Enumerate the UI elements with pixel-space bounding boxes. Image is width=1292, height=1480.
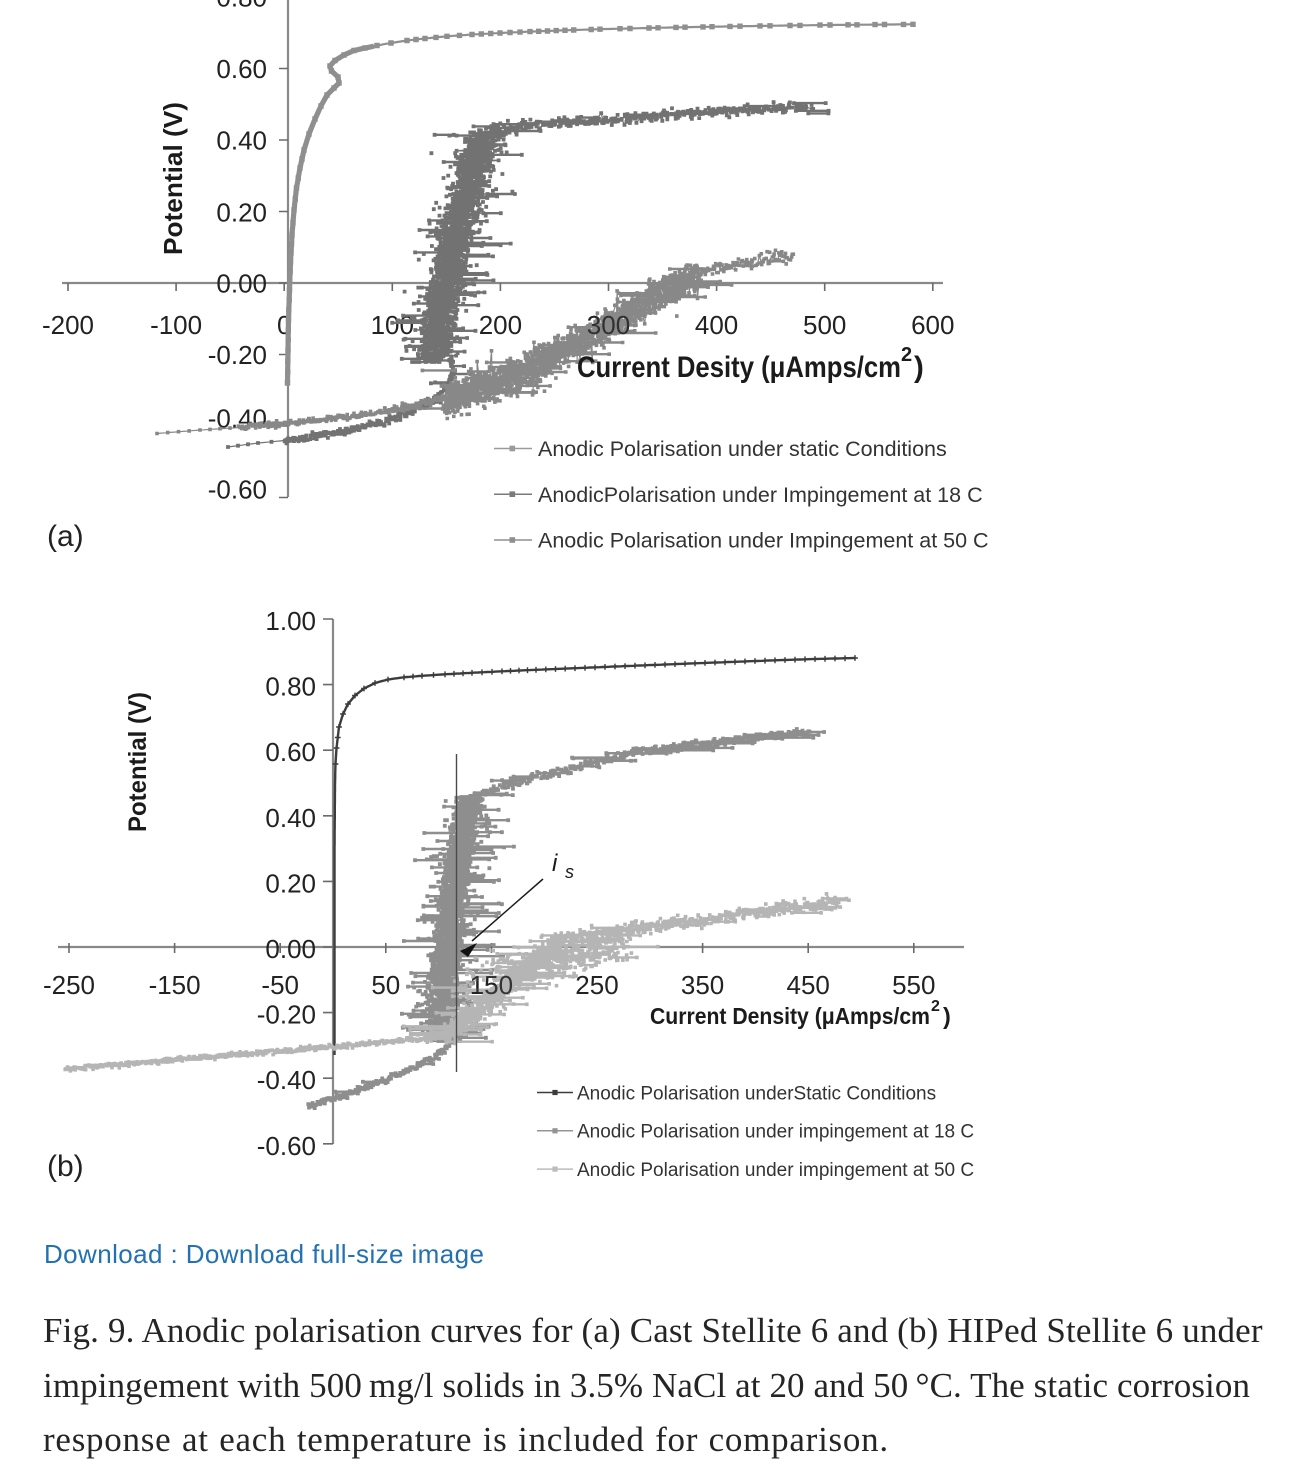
- svg-text:0.40: 0.40: [216, 126, 267, 156]
- svg-text:-50: -50: [261, 970, 299, 1000]
- svg-text:-100: -100: [150, 310, 202, 340]
- svg-text:200: 200: [479, 310, 522, 340]
- svg-text:1.00: 1.00: [265, 606, 316, 636]
- svg-text:Current Desity (μAmps/cm: Current Desity (μAmps/cm: [577, 351, 901, 384]
- svg-text:-0.40: -0.40: [257, 1065, 316, 1095]
- svg-text:600: 600: [911, 310, 954, 340]
- svg-text:0.60: 0.60: [216, 54, 267, 84]
- svg-text:0.00: 0.00: [265, 934, 316, 964]
- svg-text:0.00: 0.00: [216, 269, 267, 299]
- svg-text:150: 150: [470, 970, 513, 1000]
- svg-text:250: 250: [575, 970, 618, 1000]
- svg-text:450: 450: [787, 970, 830, 1000]
- svg-text:0.60: 0.60: [265, 737, 316, 767]
- svg-text:(a): (a): [47, 520, 84, 553]
- svg-text:-0.20: -0.20: [257, 1000, 316, 1030]
- svg-text:): ): [943, 1003, 951, 1029]
- svg-text:-250: -250: [43, 970, 95, 1000]
- svg-text:Anodic Polarisation under impi: Anodic Polarisation under impingement at…: [577, 1160, 974, 1181]
- svg-text:Anodic Polarisation under Impi: Anodic Polarisation under Impingement at…: [538, 529, 989, 553]
- svg-text:Anodic Polarisation under impi: Anodic Polarisation under impingement at…: [577, 1122, 974, 1143]
- svg-text:350: 350: [681, 970, 724, 1000]
- svg-text:0.80: 0.80: [216, 0, 267, 13]
- svg-text:2: 2: [931, 998, 940, 1015]
- svg-text:Current Density (μAmps/cm: Current Density (μAmps/cm: [650, 1003, 930, 1029]
- svg-text:400: 400: [695, 310, 738, 340]
- svg-text:0.40: 0.40: [265, 803, 316, 833]
- svg-text:550: 550: [892, 970, 935, 1000]
- svg-text:Potential (V): Potential (V): [124, 692, 152, 832]
- svg-text:AnodicPolarisation under Impin: AnodicPolarisation under Impingement at …: [538, 483, 983, 507]
- svg-text:i: i: [552, 850, 558, 877]
- svg-text:Anodic Polarisation underStati: Anodic Polarisation underStatic Conditio…: [577, 1083, 936, 1104]
- svg-text:0.80: 0.80: [265, 672, 316, 702]
- svg-text:(b): (b): [47, 1150, 84, 1183]
- svg-text:Potential (V): Potential (V): [158, 102, 188, 255]
- svg-text:500: 500: [803, 310, 846, 340]
- svg-text:50: 50: [371, 970, 400, 1000]
- svg-text:Anodic Polarisation under stat: Anodic Polarisation under static Conditi…: [538, 437, 947, 461]
- svg-text:s: s: [565, 862, 574, 882]
- svg-text:0.20: 0.20: [216, 198, 267, 228]
- svg-text:-0.20: -0.20: [208, 340, 267, 370]
- svg-text:2: 2: [901, 344, 912, 366]
- svg-text:-0.60: -0.60: [208, 475, 267, 505]
- svg-text:-200: -200: [42, 310, 94, 340]
- svg-text:-0.60: -0.60: [257, 1131, 316, 1161]
- svg-text:-150: -150: [149, 970, 201, 1000]
- svg-text:): ): [914, 351, 924, 384]
- svg-text:0.20: 0.20: [265, 868, 316, 898]
- svg-text:300: 300: [587, 310, 630, 340]
